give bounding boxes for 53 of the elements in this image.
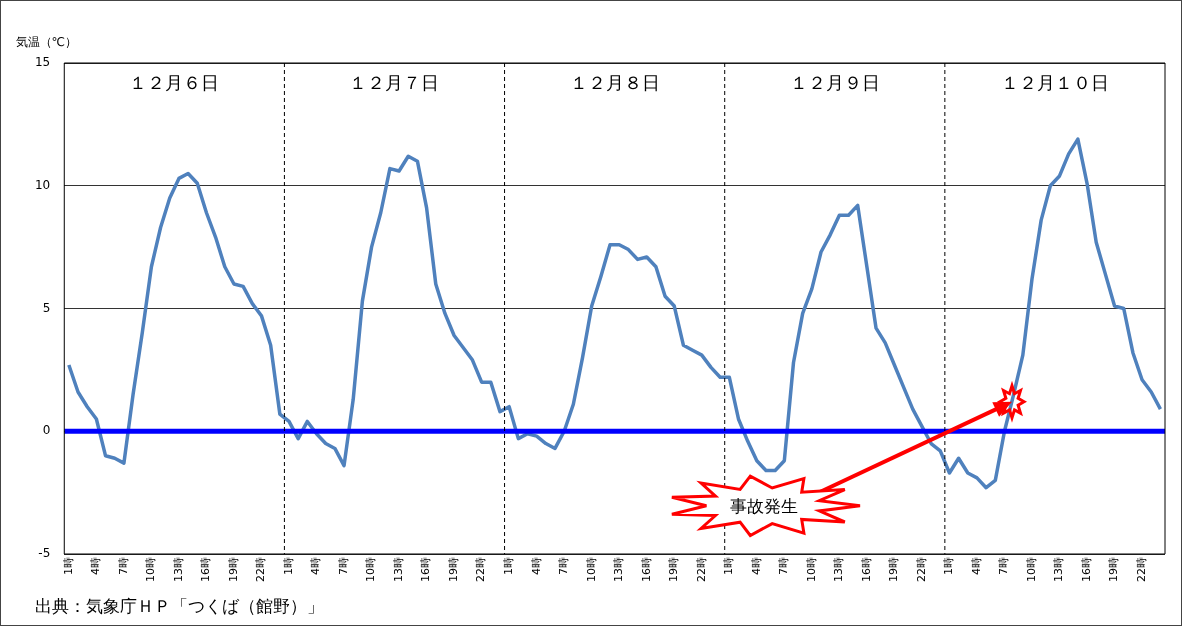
x-tick-label: 16時 [859, 557, 873, 582]
y-tick-label: 10 [34, 177, 51, 192]
x-tick-label: 16時 [639, 557, 653, 582]
x-tick-label: 22時 [474, 557, 488, 582]
x-tick-label: 13時 [832, 557, 846, 582]
x-tick-label: 1時 [942, 557, 956, 575]
y-tick-label: 0 [42, 423, 51, 438]
x-tick-label: 7時 [777, 557, 791, 575]
y-tick-label: 5 [42, 300, 51, 315]
x2-tick-label: １２月１０日 [1000, 71, 1109, 93]
x-tick-label: 10時 [1024, 557, 1038, 582]
x-tick-label: 13時 [171, 557, 185, 582]
x2-tick-label: １２月６日 [129, 71, 220, 93]
x-tick-label: 4時 [309, 557, 323, 575]
y-tick-label: 15 [34, 55, 51, 70]
x-tick-label: 1時 [722, 557, 736, 575]
source-note: 出典：気象庁ＨＰ「つくば（館野）」 [35, 595, 324, 618]
x-tick-label: 7時 [997, 557, 1011, 575]
x-tick-label: 10時 [364, 557, 378, 582]
x-tick-label: 10時 [584, 557, 598, 582]
x-tick-label: 1時 [281, 557, 295, 575]
x-tick-label: 4時 [529, 557, 543, 575]
x-tick-label: 13時 [1052, 557, 1066, 582]
x2-tick-label: １２月７日 [349, 71, 440, 93]
x-tick-label: 7時 [557, 557, 571, 575]
x-tick-label: 16時 [199, 557, 213, 582]
x2-tick-label: １２月９日 [789, 71, 880, 93]
x-tick-label: 10時 [804, 557, 818, 582]
x-tick-label: 13時 [391, 557, 405, 582]
x-tick-label: 4時 [749, 557, 763, 575]
x-tick-label: 22時 [254, 557, 268, 582]
x-tick-label: 19時 [1107, 557, 1121, 582]
x-tick-label: 22時 [694, 557, 708, 582]
x-tick-label: 16時 [419, 557, 433, 582]
x-tick-label: 10時 [144, 557, 158, 582]
x-tick-label: 19時 [226, 557, 240, 582]
x2-tick-label: １２月８日 [569, 71, 660, 93]
y-tick-label: -5 [38, 546, 51, 561]
x-tick-label: 13時 [612, 557, 626, 582]
x-tick-label: 19時 [446, 557, 460, 582]
x-tick-label: 1時 [61, 557, 75, 575]
annotation: 事故発生 [730, 495, 798, 516]
x-tick-label: 1時 [502, 557, 516, 575]
x-tick-label: 19時 [887, 557, 901, 582]
x-tick-label: 7時 [116, 557, 130, 575]
x-tick-label: 19時 [667, 557, 681, 582]
x-tick-label: 22時 [914, 557, 928, 582]
x-tick-label: 22時 [1134, 557, 1148, 582]
x-tick-label: 16時 [1079, 557, 1093, 582]
y-axis-title: 気温（℃） [15, 35, 78, 50]
x-tick-label: 4時 [89, 557, 103, 575]
x-tick-label: 7時 [336, 557, 350, 575]
x-tick-label: 4時 [969, 557, 983, 575]
